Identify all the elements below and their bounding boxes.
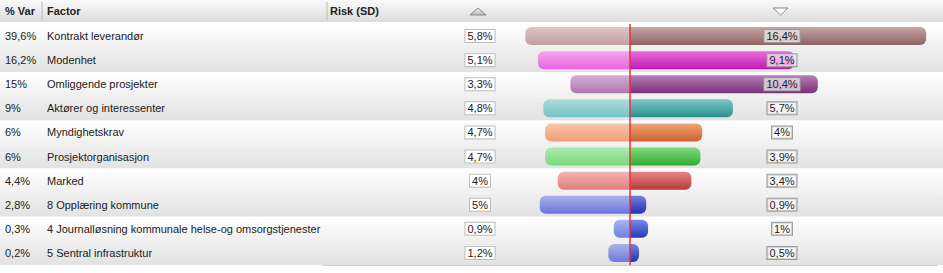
svg-text:5 Sentral infrastruktur: 5 Sentral infrastruktur bbox=[47, 247, 152, 259]
svg-text:Kontrakt leverandør: Kontrakt leverandør bbox=[47, 30, 144, 42]
svg-text:Risk (SD): Risk (SD) bbox=[330, 5, 379, 17]
svg-text:6%: 6% bbox=[5, 151, 21, 163]
svg-text:5%: 5% bbox=[472, 199, 488, 211]
svg-text:0,3%: 0,3% bbox=[5, 223, 30, 235]
svg-text:4,4%: 4,4% bbox=[5, 175, 30, 187]
svg-text:9,1%: 9,1% bbox=[769, 54, 794, 66]
svg-text:3,4%: 3,4% bbox=[769, 175, 794, 187]
svg-text:0,9%: 0,9% bbox=[769, 199, 794, 211]
svg-text:16,2%: 16,2% bbox=[5, 54, 36, 66]
svg-text:Prosjektorganisasjon: Prosjektorganisasjon bbox=[47, 151, 149, 163]
svg-text:8 Opplæring kommune: 8 Opplæring kommune bbox=[47, 199, 159, 211]
svg-text:5,8%: 5,8% bbox=[467, 30, 492, 42]
svg-text:15%: 15% bbox=[5, 78, 27, 90]
svg-text:0,9%: 0,9% bbox=[467, 223, 492, 235]
svg-text:3,3%: 3,3% bbox=[467, 78, 492, 90]
svg-text:4%: 4% bbox=[774, 126, 790, 138]
svg-text:4,7%: 4,7% bbox=[467, 126, 492, 138]
svg-text:4%: 4% bbox=[472, 175, 488, 187]
svg-text:Factor: Factor bbox=[47, 5, 81, 17]
svg-text:10,4%: 10,4% bbox=[766, 78, 797, 90]
svg-text:Myndighetskrav: Myndighetskrav bbox=[47, 126, 125, 138]
svg-text:39,6%: 39,6% bbox=[5, 30, 36, 42]
svg-text:5,1%: 5,1% bbox=[467, 54, 492, 66]
svg-text:16,4%: 16,4% bbox=[766, 30, 797, 42]
svg-text:Aktører og interessenter: Aktører og interessenter bbox=[47, 102, 165, 114]
svg-text:9%: 9% bbox=[5, 102, 21, 114]
svg-text:Marked: Marked bbox=[47, 175, 84, 187]
svg-text:0,5%: 0,5% bbox=[769, 247, 794, 259]
svg-text:4,8%: 4,8% bbox=[467, 102, 492, 114]
svg-text:% Var: % Var bbox=[5, 5, 36, 17]
svg-text:5,7%: 5,7% bbox=[769, 102, 794, 114]
svg-text:3,9%: 3,9% bbox=[769, 151, 794, 163]
svg-text:6%: 6% bbox=[5, 126, 21, 138]
svg-text:4 Journalløsning kommunale hel: 4 Journalløsning kommunale helse-og omso… bbox=[47, 223, 321, 235]
svg-text:1,2%: 1,2% bbox=[467, 247, 492, 259]
svg-text:2,8%: 2,8% bbox=[5, 199, 30, 211]
svg-text:Modenhet: Modenhet bbox=[47, 54, 96, 66]
svg-text:4,7%: 4,7% bbox=[467, 151, 492, 163]
svg-text:1%: 1% bbox=[774, 223, 790, 235]
svg-text:0,2%: 0,2% bbox=[5, 247, 30, 259]
svg-text:Omliggende prosjekter: Omliggende prosjekter bbox=[47, 78, 158, 90]
